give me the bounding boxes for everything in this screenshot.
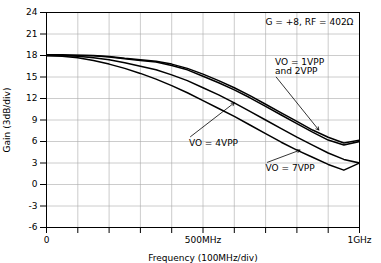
svg-text:-6: -6 (29, 222, 38, 232)
svg-text:18: 18 (26, 50, 38, 60)
svg-text:VO = 4VPP: VO = 4VPP (189, 138, 239, 148)
svg-text:1GHz: 1GHz (347, 235, 371, 245)
svg-text:500MHz: 500MHz (185, 235, 222, 245)
svg-text:-3: -3 (29, 201, 38, 211)
svg-text:0: 0 (32, 179, 38, 189)
svg-text:Gain (3dB/div): Gain (3dB/div) (2, 88, 12, 153)
svg-text:15: 15 (26, 72, 37, 82)
svg-text:0: 0 (44, 235, 50, 245)
svg-text:VO = 7VPP: VO = 7VPP (266, 163, 316, 173)
svg-text:6: 6 (32, 136, 38, 146)
svg-text:24: 24 (26, 7, 38, 17)
svg-text:Frequency (100MHz/div): Frequency (100MHz/div) (148, 253, 257, 263)
svg-text:9: 9 (32, 115, 38, 125)
svg-text:3: 3 (32, 158, 38, 168)
svg-text:21: 21 (26, 29, 37, 39)
svg-text:VO = 1VPPand 2VPP: VO = 1VPPand 2VPP (275, 57, 325, 76)
svg-text:G = +8, RF = 402Ω: G = +8, RF = 402Ω (266, 17, 354, 27)
svg-text:12: 12 (26, 93, 37, 103)
